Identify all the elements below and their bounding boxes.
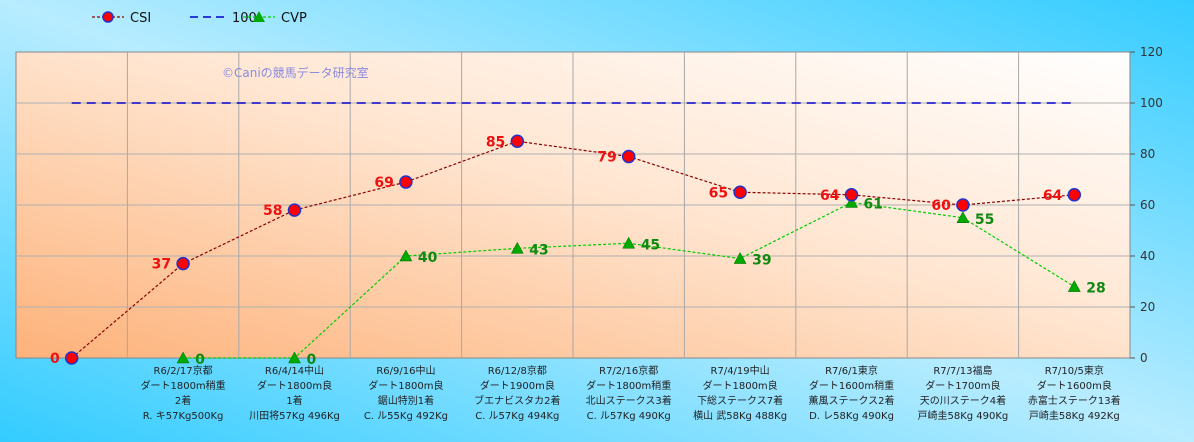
csi-data-label: 37 [152, 257, 171, 273]
csi-data-label: 58 [263, 203, 282, 219]
y-tick-label: 60 [1140, 198, 1155, 212]
csi-point [733, 185, 747, 199]
x-tick-label: R7/10/5東京 [1045, 364, 1104, 377]
x-tick-label: 戸崎圭58Kg 490Kg [917, 409, 1008, 422]
csi-data-label: 85 [486, 134, 505, 150]
series-csi-line [71, 140, 1075, 359]
cvp-point [622, 236, 636, 249]
x-tick-label: 1着 [286, 394, 302, 407]
cvp-data-label: 61 [864, 196, 883, 212]
x-tick-label: R7/2/16京都 [599, 364, 658, 377]
cvp-data-label: 28 [1086, 281, 1105, 297]
cvp-data-label: 0 [307, 352, 317, 368]
x-tick-label: ダート1600m良 [1037, 379, 1112, 392]
cvp-point [510, 241, 524, 254]
cvp-data-label: 45 [641, 237, 660, 253]
csi-data-label: 64 [820, 188, 840, 204]
legend-cvp-label: CVP [281, 11, 307, 26]
x-tick-label: C. ル57Kg 494Kg [475, 411, 559, 422]
x-tick-label: R6/4/14中山 [265, 364, 324, 377]
csi-point [287, 203, 302, 217]
csi-data-label: 0 [50, 351, 60, 367]
y-tick-label: 80 [1140, 147, 1155, 161]
x-tick-label: ダート1700m良 [925, 379, 1000, 392]
x-tick-label: 横山 武58Kg 488Kg [693, 409, 787, 422]
cvp-data-label: 39 [752, 253, 771, 269]
x-tick-label: R6/9/16中山 [376, 364, 435, 377]
x-tick-label: 下総ステークス7着 [697, 394, 783, 407]
x-tick-label: C. ル57Kg 490Kg [587, 411, 671, 422]
x-tick-label: R7/4/19中山 [711, 364, 770, 377]
x-tick-label: 2着 [175, 394, 191, 407]
x-tick-label: R7/6/1東京 [825, 364, 878, 377]
legend-cvp-marker [253, 11, 265, 22]
csi-data-label: 64 [1043, 188, 1063, 204]
y-tick-label: 20 [1140, 300, 1155, 314]
csi-point [510, 134, 525, 148]
y-tick-label: 120 [1140, 45, 1163, 59]
csi-point [1067, 188, 1082, 202]
x-tick-label: 天の川ステーク4着 [920, 394, 1006, 407]
x-tick-label: 赤富士ステーク13着 [1028, 394, 1121, 407]
x-tick-label: ダート1800m良 [702, 379, 777, 392]
x-tick-label: C. ル55Kg 492Kg [364, 411, 448, 422]
cvp-data-label: 40 [418, 250, 438, 266]
csi-data-label: 65 [709, 185, 728, 201]
x-tick-label: 北山ステークス3着 [586, 394, 672, 407]
x-tick-label: R6/12/8京都 [488, 364, 547, 377]
cvp-data-label: 55 [975, 212, 994, 228]
x-tick-label: 戸崎圭58Kg 492Kg [1029, 409, 1120, 422]
legend-100-label: 100 [232, 11, 257, 26]
x-tick-label: ダート1800m稍重 [140, 379, 225, 392]
csi-data-label: 79 [597, 150, 616, 166]
x-tick-label: D. レ58Kg 490Kg [809, 411, 894, 422]
legend: CSI 100 CVP [92, 11, 307, 26]
watermark: ©Caniの競馬データ研究室 [222, 65, 369, 80]
csi-point [399, 175, 413, 189]
cvp-point [288, 351, 301, 364]
csi-point [176, 256, 190, 271]
x-tick-label: 鋸山特別1着 [378, 394, 434, 407]
x-tick-label: ダート1800m良 [368, 379, 443, 392]
cvp-data-label: 0 [195, 352, 205, 368]
legend-csi-marker [102, 11, 114, 23]
csi-point [621, 149, 636, 164]
cvp-point [956, 211, 970, 223]
cvp-point [733, 252, 747, 264]
csi-data-label: 60 [931, 198, 951, 214]
y-tick-label: 100 [1140, 96, 1163, 110]
csi-point [64, 351, 79, 365]
csi-point [844, 188, 859, 202]
x-tick-label: ダート1600m稍重 [809, 379, 894, 392]
cvp-point [845, 195, 858, 208]
csi-point [956, 198, 970, 212]
x-tick-label: ダート1800m良 [257, 379, 332, 392]
y-tick-label: 0 [1140, 351, 1148, 365]
legend-csi-label: CSI [130, 11, 151, 26]
x-tick-label: R6/2/17京都 [154, 364, 213, 377]
cvp-point [1067, 280, 1081, 292]
x-tick-label: R. キ57Kg500Kg [143, 411, 224, 422]
x-tick-label: ダート1800m稍重 [586, 379, 671, 392]
cvp-point [176, 351, 190, 364]
y-tick-label: 40 [1140, 249, 1155, 263]
cvp-point [399, 249, 413, 262]
x-tick-label: ブエナビスタカ2着 [474, 394, 560, 407]
x-tick-label: 薫風ステークス2着 [808, 394, 894, 407]
x-tick-label: 川田将57Kg 496Kg [249, 410, 340, 422]
cvp-data-label: 43 [529, 242, 548, 258]
x-tick-label: R7/7/13福島 [933, 364, 992, 377]
csi-data-label: 69 [374, 175, 393, 191]
x-tick-label: ダート1900m良 [480, 379, 555, 392]
